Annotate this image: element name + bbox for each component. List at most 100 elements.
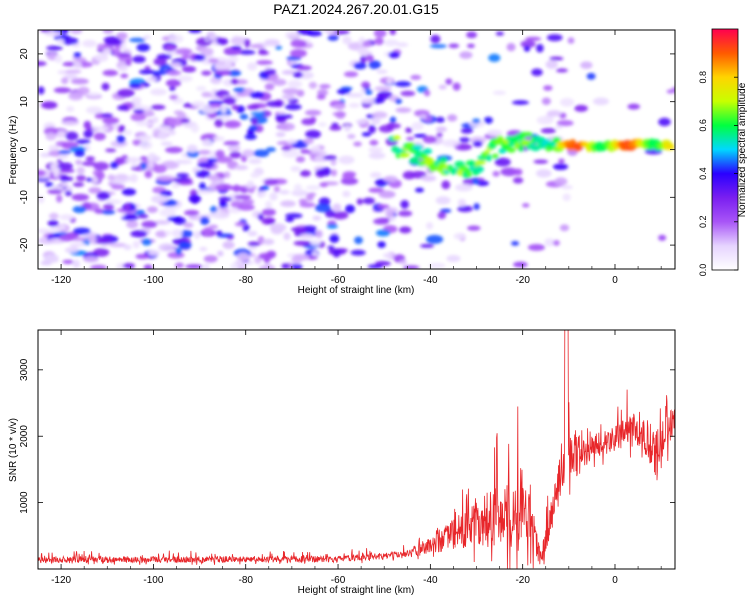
spectrogram-noise-blob (332, 248, 341, 258)
spectrogram-noise-blob (110, 161, 119, 169)
spectrogram-noise-blob (101, 82, 110, 91)
spectrogram-ridge-blob (522, 131, 533, 137)
spectrogram-noise-blob (549, 56, 564, 61)
spectrogram-noise-blob (45, 132, 57, 141)
spectrogram-noise-blob (374, 86, 392, 92)
spectrogram-noise-blob (75, 159, 82, 165)
spectrogram-noise-blob (389, 30, 397, 36)
spectrogram-noise-blob (227, 69, 242, 77)
spectrogram-noise-blob (177, 111, 187, 120)
spectrogram-noise-blob (265, 147, 276, 152)
spectrogram-noise-blob (369, 139, 379, 146)
spectrogram-noise-blob (278, 190, 290, 195)
spectrogram-noise-blob (231, 104, 240, 111)
spectrogram-noise-blob (353, 62, 367, 70)
spectrogram-noise-blob (153, 57, 167, 66)
spectrogram-noise-blob (247, 241, 260, 247)
spectrogram-noise-blob (228, 56, 239, 63)
spectrogram-noise-blob (323, 155, 338, 161)
spectrogram-noise-blob (117, 65, 129, 72)
spectrogram-noise-blob (105, 148, 117, 153)
spectrogram-noise-blob (429, 44, 447, 49)
spectrogram-noise-blob (319, 182, 329, 188)
spectrogram-y-tick-label: -10 (19, 190, 30, 205)
spectrogram-noise-blob (70, 78, 89, 85)
spectrogram-noise-blob (101, 209, 116, 215)
spectrogram-noise-blob (317, 89, 329, 96)
spectrogram-noise-blob (305, 193, 314, 202)
spectrogram-noise-blob (511, 100, 530, 105)
spectrogram-noise-blob (220, 104, 227, 114)
colorbar-tick-label: 0.4 (698, 167, 708, 180)
spectrogram-noise-blob (399, 226, 412, 234)
spectrogram-ridge-blob (664, 143, 675, 151)
spectrogram-noise-blob (247, 230, 258, 237)
spectrogram-noise-blob (500, 167, 518, 177)
spectrogram-noise-blob (139, 156, 149, 161)
snr-series-line (38, 330, 675, 569)
colorbar: 0.0 0.2 0.4 0.6 0.8 Normalized spectral ampl… (698, 28, 748, 276)
spectrogram-noise-blob (197, 149, 212, 155)
spectrogram-noise-blob (332, 203, 342, 212)
spectrogram-noise-blob (175, 159, 193, 165)
spectrogram-noise-blob (168, 129, 176, 136)
spectrogram-noise-blob (467, 225, 481, 231)
spectrogram-noise-blob (143, 34, 151, 40)
spectrogram-noise-blob (96, 171, 105, 180)
spectrogram-noise-blob (234, 165, 249, 171)
spectrogram-noise-blob (545, 60, 558, 69)
spectrogram-noise-blob (176, 180, 194, 186)
spectrogram-noise-blob (448, 43, 460, 49)
spectrogram-noise-blob (229, 151, 242, 159)
spectrogram-noise-blob (376, 69, 388, 74)
spectrogram-noise-blob (285, 213, 303, 219)
spectrogram-noise-blob (219, 200, 227, 209)
spectrogram-noise-blob (51, 185, 64, 191)
colorbar-tick-label: 0.8 (698, 71, 708, 84)
spectrogram-noise-blob (107, 174, 116, 181)
spectrogram-noise-blob (44, 31, 62, 37)
spectrogram-noise-blob (290, 227, 307, 232)
spectrogram-noise-blob (525, 36, 542, 42)
colorbar-label: Normalized spectral amplitude (737, 82, 748, 217)
spectrogram-noise-blob (199, 216, 210, 226)
spectrogram-noise-blob (374, 37, 384, 46)
spectrogram-noise-blob (236, 252, 250, 262)
spectrogram-noise-blob (212, 210, 230, 219)
spectrogram-noise-blob (445, 78, 453, 85)
spectrogram-noise-blob (88, 187, 102, 194)
spectrogram-noise-blob (359, 55, 367, 64)
spectrogram-noise-blob (239, 113, 249, 120)
spectrogram-noise-blob (368, 60, 381, 70)
spectrogram-noise-blob (244, 133, 257, 140)
spectrogram-noise-blob (85, 156, 95, 162)
spectrogram-noise-blob (246, 104, 260, 110)
spectrogram-noise-blob (512, 177, 524, 184)
spectrogram-noise-blob (435, 126, 448, 133)
spectrogram-noise-blob (64, 247, 78, 254)
spectrogram-x-tick-label: -100 (143, 275, 163, 286)
spectrogram-ridge-blob (399, 152, 410, 158)
spectrogram-noise-blob (253, 149, 270, 158)
spectrogram-noise-blob (133, 108, 145, 114)
spectrogram-noise-blob (299, 233, 315, 239)
snr-panel: -120 -100 -80 -60 -40 -20 0 1000 2000 3000 Heigh… (8, 329, 676, 596)
spectrogram-noise-blob (75, 139, 91, 145)
spectrogram-noise-blob (368, 152, 386, 160)
spectrogram-noise-blob (244, 38, 251, 48)
colorbar-gradient (712, 29, 738, 270)
spectrogram-noise-blob (59, 224, 66, 230)
spectrogram-heat (38, 30, 675, 269)
spectrogram-noise-blob (370, 117, 381, 125)
snr-y-tick-label: 2000 (19, 425, 30, 448)
spectrogram-noise-blob (214, 118, 224, 128)
spectrogram-noise-blob (45, 182, 54, 187)
spectrogram-noise-blob (85, 106, 103, 114)
spectrogram-noise-blob (77, 86, 90, 96)
spectrogram-noise-blob (157, 130, 168, 140)
spectrogram-noise-blob (90, 264, 107, 269)
spectrogram-noise-blob (178, 241, 192, 249)
spectrogram-noise-blob (346, 93, 364, 98)
spectrogram-noise-blob (293, 240, 312, 246)
spectrogram-noise-blob (208, 224, 219, 230)
